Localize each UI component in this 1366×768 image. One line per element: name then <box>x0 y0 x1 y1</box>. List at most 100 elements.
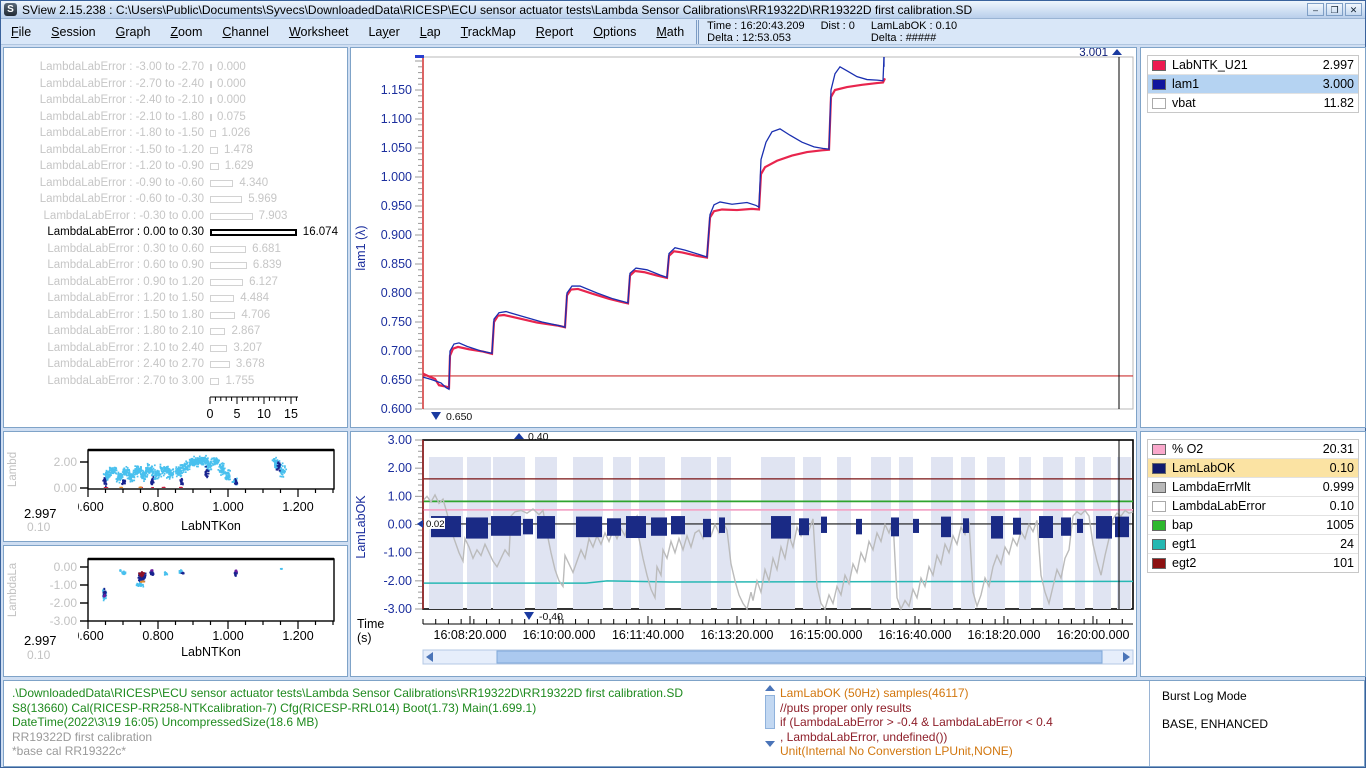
scroll-left-icon[interactable] <box>426 652 433 662</box>
menu-math[interactable]: Math <box>656 24 685 39</box>
histogram-row[interactable]: LambdaLabError : 0.90 to 1.20 6.127 <box>4 275 347 291</box>
channel-row-vbat[interactable]: vbat 11.82 <box>1148 94 1358 112</box>
svg-text:-1.00: -1.00 <box>384 546 413 560</box>
histogram-row[interactable]: LambdaLabError : 0.30 to 0.60 6.681 <box>4 242 347 258</box>
channel-row-labntk-u21[interactable]: LabNTK_U21 2.997 <box>1148 56 1358 75</box>
histogram-bar <box>210 278 244 286</box>
menu-layer[interactable]: Layer <box>368 24 400 39</box>
scatter-plot-lambd-panel[interactable]: 2.00 0.00 0.600 0.800 1.000 1.200 LabNTKon 2.99… <box>3 431 348 542</box>
scroll-right-icon[interactable] <box>1123 652 1130 662</box>
math-channel-scrollbar[interactable] <box>765 685 776 761</box>
menu-options[interactable]: Options <box>593 24 637 39</box>
scroll-up-icon[interactable] <box>765 685 775 691</box>
histogram-bin-label: LambdaLabError : -1.80 to -1.50 <box>39 127 204 139</box>
channel-row-bap[interactable]: bap 1005 <box>1148 516 1358 535</box>
app-icon: S <box>4 3 17 16</box>
scatter-canvas[interactable]: 2.00 0.00 0.600 0.800 1.000 1.200 LabNTKon 2.99… <box>4 432 347 541</box>
lamlabok-chart-canvas[interactable]: 3.00 2.00 1.00 0.00 -1.00 -2.00 -3.00 0.02 0.40 -… <box>351 432 1136 676</box>
lamlabok-time-chart-panel[interactable]: 3.00 2.00 1.00 0.00 -1.00 -2.00 -3.00 0.02 0.40 -… <box>350 431 1137 677</box>
channel-value: 3.000 <box>1322 77 1354 91</box>
channel-row-egt1[interactable]: egt1 24 <box>1148 535 1358 554</box>
histogram-bin-value: 0.075 <box>217 110 246 123</box>
session-info-line: S8(13660) Cal(RICESP-RR258-NTKcalibratio… <box>12 700 537 715</box>
scroll-down-icon[interactable] <box>765 741 775 747</box>
status-footer: .\DownloadedData\RICESP\ECU sensor actua… <box>3 680 1365 767</box>
channel-color-swatch <box>1152 500 1166 512</box>
close-button[interactable]: ✕ <box>1345 3 1362 16</box>
svg-text:0.800: 0.800 <box>381 286 412 300</box>
restore-button[interactable]: ❐ <box>1326 3 1343 16</box>
menu-report[interactable]: Report <box>535 24 574 39</box>
channel-row-lambdaerrmlt[interactable]: LambdaErrMlt 0.999 <box>1148 478 1358 497</box>
menu-file[interactable]: File <box>11 24 32 39</box>
channel-row-lam1[interactable]: lam1 3.000 <box>1148 75 1358 94</box>
menu-zoom[interactable]: Zoom <box>170 24 203 39</box>
histogram-row[interactable]: LambdaLabError : -3.00 to -2.70 0.000 <box>4 60 347 76</box>
histogram-bin-label: LambdaLabError : -1.20 to -0.90 <box>39 160 204 172</box>
marker-bottom-value: -0.40 <box>539 611 563 623</box>
channel-row-lamlabok[interactable]: LamLabOK 0.10 <box>1148 459 1358 478</box>
svg-text:0.900: 0.900 <box>381 228 412 242</box>
channel-row-lambdalaberror[interactable]: LambdaLabError 0.10 <box>1148 497 1358 516</box>
menu-channel[interactable]: Channel <box>222 24 269 39</box>
svg-text:0.00: 0.00 <box>54 481 78 495</box>
x-axis-label: LabNTKon <box>181 519 241 533</box>
histogram-bar <box>210 196 243 203</box>
time-scrollbar-thumb[interactable] <box>496 650 1103 664</box>
svg-text:10: 10 <box>257 407 271 421</box>
session-info-line: .\DownloadedData\RICESP\ECU sensor actua… <box>12 686 683 700</box>
histogram-bar <box>210 361 230 368</box>
channel-name: lam1 <box>1172 77 1200 91</box>
histogram-row[interactable]: LambdaLabError : -1.80 to -1.50 1.026 <box>4 126 347 142</box>
histogram-bar <box>210 262 247 269</box>
svg-text:0.650: 0.650 <box>381 373 412 387</box>
histogram-bar <box>210 146 218 154</box>
channel-value: 24 <box>1340 537 1354 551</box>
channel-value: 0.10 <box>1329 461 1354 475</box>
histogram-bin-value: 4.484 <box>240 292 269 304</box>
histogram-row[interactable]: LambdaLabError : 1.20 to 1.50 4.484 <box>4 291 347 307</box>
histogram-row[interactable]: LambdaLabError : 1.50 to 1.80 4.706 <box>4 308 347 324</box>
minimize-button[interactable]: – <box>1307 3 1324 16</box>
histogram-row[interactable]: LambdaLabError : 2.10 to 2.40 3.207 <box>4 341 347 357</box>
histogram-panel[interactable]: LambdaLabError : -3.00 to -2.70 0.000 Lamb… <box>3 47 348 428</box>
histogram-row[interactable]: LambdaLabError : -1.20 to -0.90 1.629 <box>4 159 347 175</box>
scatter-canvas[interactable]: 0.00 -1.00 -2.00 -3.000.600 0.800 1.000 1.200 L… <box>4 546 347 676</box>
histogram-row[interactable]: LambdaLabError : 1.80 to 2.10 2.867 <box>4 324 347 340</box>
menu-graph[interactable]: Graph <box>115 24 151 39</box>
histogram-row[interactable]: LambdaLabError : -1.50 to -1.20 1.478 <box>4 143 347 159</box>
footer-divider <box>1149 681 1150 766</box>
scatter-plot-lambdala-panel[interactable]: 0.00 -1.00 -2.00 -3.00 0.600 0.800 1.000 1.200 L… <box>3 545 348 677</box>
histogram-row[interactable]: LambdaLabError : 2.70 to 3.00 1.755 <box>4 374 347 390</box>
histogram-row[interactable]: LambdaLabError : 2.40 to 2.70 3.678 <box>4 357 347 373</box>
scroll-thumb[interactable] <box>765 695 775 729</box>
menu-lap[interactable]: Lap <box>419 24 441 39</box>
svg-text:1.200: 1.200 <box>282 500 313 514</box>
histogram-row[interactable]: LambdaLabError : -0.90 to -0.60 4.340 <box>4 176 347 192</box>
histogram-bar <box>210 163 219 170</box>
svg-text:16:15:00.000: 16:15:00.000 <box>790 628 863 642</box>
histogram-row[interactable]: LambdaLabError : 0.00 to 0.30 16.074 <box>4 225 347 241</box>
histogram-row[interactable]: LambdaLabError : -2.40 to -2.10 0.000 <box>4 93 347 109</box>
svg-text:16:13:20.000: 16:13:20.000 <box>701 628 774 642</box>
log-mode-line: BASE, ENHANCED <box>1162 717 1269 731</box>
lam1-time-chart-panel[interactable]: 0.600 0.650 0.700 0.750 0.800 0.850 0.900 0.950… <box>350 47 1137 428</box>
menu-session[interactable]: Session <box>51 24 96 39</box>
histogram-row[interactable]: LambdaLabError : 0.60 to 0.90 6.839 <box>4 258 347 274</box>
histogram-row[interactable]: LambdaLabError : -2.70 to -2.40 0.000 <box>4 77 347 93</box>
svg-text:-3.00: -3.00 <box>50 614 78 628</box>
menu-worksheet[interactable]: Worksheet <box>288 24 349 39</box>
y-axis-label: LamLabOK <box>354 495 368 559</box>
svg-text:5: 5 <box>234 407 241 421</box>
lam1-chart-canvas[interactable]: 0.600 0.650 0.700 0.750 0.800 0.850 0.900 0.950… <box>351 48 1136 427</box>
histogram-row[interactable]: LambdaLabError : -2.10 to -1.80 0.075 <box>4 110 347 126</box>
histogram-row[interactable]: LambdaLabError : -0.30 to 0.00 7.903 <box>4 209 347 225</box>
channel-list-bottom-panel: % O2 20.31 LamLabOK 0.10 LambdaErrMlt 0.999 La… <box>1140 431 1366 677</box>
svg-text:0.950: 0.950 <box>381 199 412 213</box>
menu-trackmap[interactable]: TrackMap <box>460 24 516 39</box>
channel-row-egt2[interactable]: egt2 101 <box>1148 554 1358 572</box>
histogram-row[interactable]: LambdaLabError : -0.60 to -0.30 5.969 <box>4 192 347 208</box>
channel-row--o2[interactable]: % O2 20.31 <box>1148 440 1358 459</box>
lam1-series <box>422 56 885 391</box>
